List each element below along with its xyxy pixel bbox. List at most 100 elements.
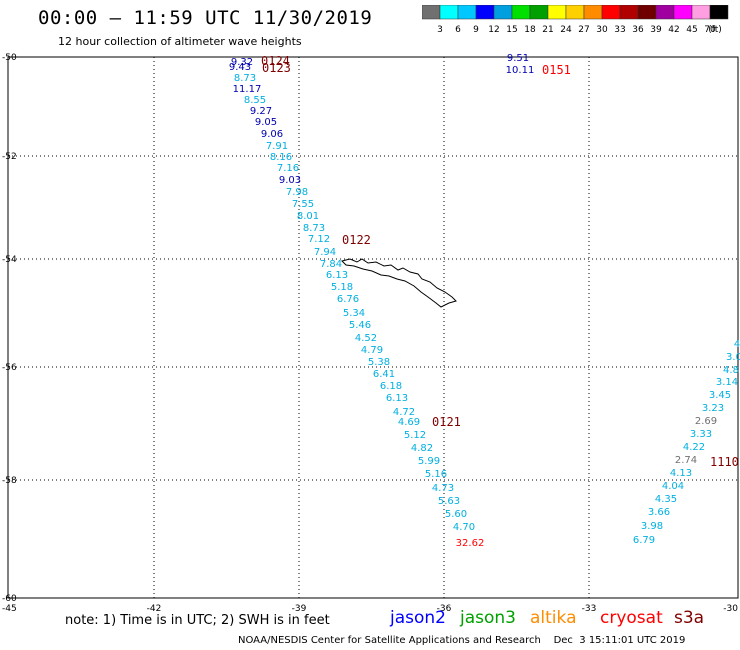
wave-height-reading: 8.01 (297, 211, 319, 222)
pass-time-label: 1110 (710, 455, 739, 469)
legend-label: 18 (524, 25, 536, 35)
wave-height-reading: 5.60 (445, 509, 467, 520)
wave-height-reading: 3.33 (690, 429, 712, 440)
legend-label: 3 (437, 25, 443, 35)
legend-label: 45 (686, 25, 697, 35)
legend-label: 24 (560, 25, 572, 35)
wave-height-reading: 4.8 (723, 365, 739, 376)
wave-height-reading: 5.18 (331, 282, 353, 293)
longitude-tick-label: -39 (292, 604, 307, 614)
wave-height-reading: 7.55 (292, 199, 314, 210)
legend-label: 27 (578, 25, 589, 35)
wave-height-reading: 4.73 (432, 483, 454, 494)
wave-height-reading: 9.06 (261, 129, 283, 140)
legend-label: 36 (632, 25, 644, 35)
satellite-legend-altika: altika (530, 608, 577, 628)
wave-height-reading: 8.73 (303, 223, 325, 234)
wave-height-reading: 7.16 (277, 163, 299, 174)
legend-label: 30 (596, 25, 608, 35)
wave-height-reading: 5.38 (368, 357, 390, 368)
wave-height-reading: 3.66 (648, 507, 670, 518)
legend-label: 42 (668, 25, 679, 35)
wave-height-reading: 4.52 (355, 333, 377, 344)
legend-label: 6 (455, 25, 461, 35)
wave-height-reading: 2.69 (695, 416, 717, 427)
legend-label: 12 (488, 25, 499, 35)
wave-height-reading: 3.98 (641, 521, 663, 532)
wave-height-reading: 5.34 (343, 308, 365, 319)
satellite-legend-cryosat: cryosat (600, 608, 663, 628)
wave-height-reading: 8.73 (234, 73, 256, 84)
pass-time-label: 0151 (542, 63, 571, 77)
satellite-legend-jason2: jason2 (390, 608, 446, 628)
wave-height-reading: 32.62 (456, 538, 485, 549)
wave-height-reading: 4.22 (683, 442, 705, 453)
longitude-tick-label: -36 (437, 604, 452, 614)
wave-height-reading: 6.13 (326, 270, 348, 281)
wave-height-reading: 3.23 (702, 403, 724, 414)
wave-height-reading: 7.91 (266, 141, 288, 152)
wave-height-reading: 11.17 (233, 84, 262, 95)
pass-time-label: 0123 (262, 61, 291, 75)
wave-height-reading: 6.41 (373, 369, 395, 380)
legend-label: 39 (650, 25, 662, 35)
latitude-tick-label: -52 (2, 152, 17, 162)
latitude-tick-label: -58 (2, 476, 17, 486)
legend-label: 33 (614, 25, 625, 35)
legend-label: 9 (473, 25, 479, 35)
wave-height-reading: 7.84 (320, 259, 342, 270)
satellite-legend-s3a: s3a (674, 608, 705, 628)
wave-height-reading: 6.13 (386, 393, 408, 404)
lat-lon-grid (7, 56, 739, 599)
latitude-tick-label: -50 (2, 53, 17, 63)
latitude-tick-label: -56 (2, 363, 17, 373)
wave-height-reading: 3.45 (709, 390, 731, 401)
map-subtitle: 12 hour collection of altimeter wave hei… (58, 35, 302, 48)
wave-height-reading: 5.16 (425, 469, 447, 480)
wave-height-reading: 5.99 (418, 456, 440, 467)
footer-note: note: 1) Time is in UTC; 2) SWH is in fe… (65, 613, 330, 628)
longitude-tick-label: -45 (2, 604, 17, 614)
wave-height-reading: 6.76 (337, 294, 359, 305)
longitude-tick-label: -42 (147, 604, 162, 614)
wave-height-reading: 3.14 (716, 377, 738, 388)
wave-height-reading: 8.55 (244, 95, 266, 106)
wave-height-reading: 4.79 (361, 345, 383, 356)
wave-height-reading: 4.72 (393, 407, 415, 418)
longitude-tick-label: -33 (582, 604, 597, 614)
wave-height-reading: 5.63 (438, 496, 460, 507)
credit-line: NOAA/NESDIS Center for Satellite Applica… (238, 635, 686, 646)
wave-height-reading: 9.32 (231, 57, 253, 68)
wave-height-reading: 4.13 (670, 468, 692, 479)
latitude-tick-label: -60 (2, 594, 17, 604)
wave-height-reading: 9.43 (229, 62, 251, 73)
map-title: 00:00 – 11:59 UTC 11/30/2019 (38, 7, 373, 29)
legend-label: 15 (506, 25, 517, 35)
map-frame (7, 56, 739, 599)
pass-time-label: 0124 (261, 54, 290, 68)
wave-height-reading: 9.03 (279, 175, 301, 186)
south-georgia-island-coastline (341, 258, 457, 308)
wave-height-reading: 4.35 (655, 494, 677, 505)
longitude-tick-label: -30 (723, 604, 738, 614)
wave-height-reading: 9.27 (250, 106, 272, 117)
wave-height-reading: 5.12 (404, 430, 426, 441)
legend-label: (ft) (708, 25, 722, 35)
wave-height-reading: 3.0 (726, 352, 740, 363)
wave-height-reading: 10.11 (506, 65, 535, 76)
wave-height-reading: 7.98 (286, 187, 308, 198)
wave-height-reading: 7.94 (314, 247, 336, 258)
latitude-tick-label: -54 (2, 255, 17, 265)
satellite-legend-jason3: jason3 (460, 608, 516, 628)
wave-height-reading: 8.16 (270, 152, 292, 163)
color-legend: 3 6 9 12 15 18 21 24 27 30 33 36 39 42 45 70(ft) (422, 5, 729, 35)
wave-height-reading: 4.04 (662, 481, 684, 492)
axis-tick-labels: -45 -42 -39 -36 -33 -30 -50 -52 -54 -56 -58 -60 (2, 53, 738, 614)
wave-height-reading: 4.70 (453, 522, 475, 533)
legend-label: 70 (704, 25, 716, 35)
pass-time-label: 0122 (342, 233, 371, 247)
wave-height-reading: 6.18 (380, 381, 402, 392)
wave-height-reading: 7.12 (308, 234, 330, 245)
